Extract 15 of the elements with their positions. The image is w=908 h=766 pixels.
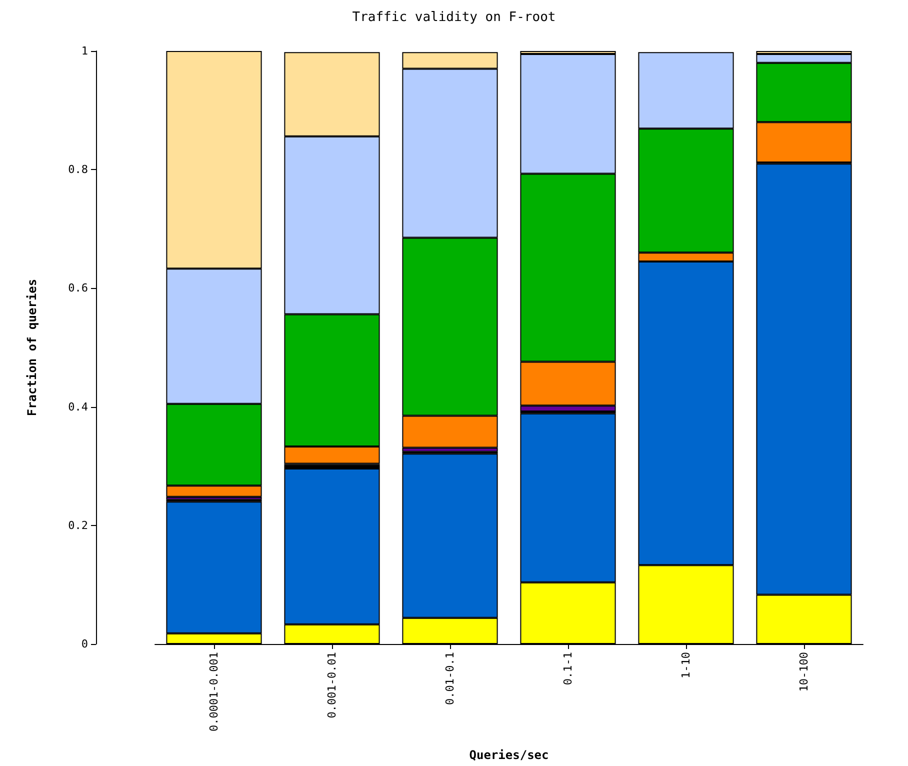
y-tick-label: 0 xyxy=(81,638,88,650)
x-tick-label: 0.01-0.1 xyxy=(444,652,456,705)
x-tick-label: 0.0001-0.001 xyxy=(208,652,220,732)
x-tick-label: 0.001-0.01 xyxy=(326,652,338,718)
y-tick-label: 1 xyxy=(81,44,88,58)
y-axis-title: Fraction of queries xyxy=(25,278,39,416)
y-tick-label: 0.2 xyxy=(68,518,88,532)
x-axis-title: Queries/sec xyxy=(469,748,549,762)
x-tick-label: 1-10 xyxy=(680,652,692,678)
y-tick-label: 0.4 xyxy=(68,400,88,414)
x-tick-label: 10-100 xyxy=(798,652,810,692)
chart-title: Traffic validity on F-root xyxy=(352,10,556,25)
y-tick-label: 0.6 xyxy=(68,282,88,295)
y-tick-label: 0.8 xyxy=(68,163,88,176)
x-tick-label: 0.1-1 xyxy=(562,652,574,686)
